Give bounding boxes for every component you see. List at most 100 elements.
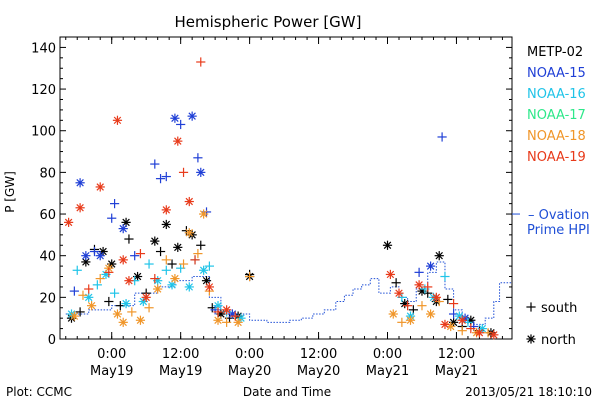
legend-item-noaa-16: NOAA-16 — [527, 87, 586, 102]
north-point — [414, 280, 424, 290]
star-marker-stroke — [527, 335, 535, 343]
legend: METP-02 NOAA-15 NOAA-16 NOAA-17 NOAA-18 NOAA-… — [512, 45, 590, 348]
y-tick-label: 80 — [39, 166, 56, 181]
star-marker-stroke — [76, 179, 84, 187]
north-point — [64, 217, 74, 227]
north-point — [170, 113, 180, 123]
north-point — [382, 240, 393, 250]
legend-item-noaa-18: NOAA-18 — [527, 129, 586, 144]
star-marker-stroke — [446, 322, 455, 331]
south-point — [230, 311, 240, 321]
series-metp-02 — [66, 217, 496, 338]
x-tick-time-label: 12:00 — [300, 347, 337, 362]
south-point — [193, 153, 203, 163]
north-point — [141, 292, 151, 302]
plot-timestamp: 2013/05/21 18:10:10 — [465, 385, 592, 399]
x-tick-time-label: 0:00 — [97, 347, 126, 362]
north-point — [95, 251, 105, 261]
star-marker-stroke — [174, 137, 182, 145]
x-tick-time-label: 12:00 — [162, 347, 199, 362]
south-point — [124, 234, 134, 244]
south-point — [104, 267, 114, 277]
star-marker-stroke — [478, 324, 487, 333]
y-tick-label: 60 — [39, 208, 56, 223]
star-marker-stroke — [119, 224, 127, 233]
south-point — [193, 249, 203, 259]
x-axis-label: Date and Time — [243, 385, 331, 399]
x-tick-date-label: May20 — [297, 364, 340, 379]
south-point — [178, 259, 189, 269]
south-point — [440, 271, 450, 282]
star-marker-stroke — [87, 301, 96, 310]
star-marker-stroke — [136, 316, 145, 324]
south-point — [144, 259, 154, 269]
star-marker-stroke — [84, 293, 93, 302]
north-point — [213, 315, 223, 325]
south-point — [95, 274, 105, 284]
star-marker-stroke — [406, 316, 415, 324]
star-marker-stroke — [395, 289, 403, 297]
south-point — [448, 298, 459, 309]
north-point — [150, 236, 160, 246]
north-point — [184, 282, 194, 292]
star-marker-stroke — [119, 318, 127, 327]
star-marker-stroke — [185, 197, 194, 206]
star-marker-stroke — [76, 204, 84, 212]
star-marker-stroke — [153, 276, 162, 285]
star-marker-stroke — [432, 293, 441, 302]
star-marker-stroke — [113, 310, 122, 318]
y-tick-label: 20 — [39, 291, 56, 306]
south-point — [89, 246, 100, 257]
star-marker-stroke — [222, 306, 231, 314]
x-tick-date-label: May21 — [435, 364, 478, 379]
star-marker-stroke — [162, 206, 171, 214]
north-point — [222, 305, 232, 315]
south-point — [127, 307, 137, 317]
star-marker-stroke — [415, 281, 423, 289]
x-tick-time-label: 0:00 — [235, 347, 264, 362]
star-marker-stroke — [122, 218, 130, 227]
north-point — [434, 251, 444, 261]
series-noaa-16 — [66, 255, 487, 334]
south-point — [161, 265, 171, 275]
south-point — [196, 57, 206, 67]
south-point — [190, 255, 200, 265]
south-point — [69, 286, 79, 296]
star-marker-stroke — [99, 247, 107, 256]
series-noaa-15 — [69, 111, 479, 332]
star-marker-stroke — [234, 318, 242, 327]
south-point — [75, 307, 85, 317]
south-point — [196, 240, 206, 250]
legend-item-noaa-17: NOAA-17 — [527, 108, 586, 123]
south-point — [423, 282, 433, 292]
north-point — [474, 328, 485, 338]
south-point — [213, 307, 223, 317]
south-point — [466, 323, 476, 334]
star-marker-stroke — [96, 251, 104, 260]
x-tick-date-label: May21 — [366, 364, 409, 379]
star-marker-stroke — [171, 274, 179, 283]
north-point — [489, 330, 499, 340]
star-marker-stroke — [389, 310, 397, 318]
star-marker-stroke — [142, 293, 150, 302]
north-point — [84, 292, 94, 302]
star-marker-stroke — [185, 283, 194, 291]
north-point — [81, 251, 91, 261]
south-point — [161, 255, 171, 265]
south-point — [84, 284, 94, 294]
south-point — [150, 159, 160, 169]
north-point — [153, 276, 163, 286]
north-point — [394, 288, 404, 298]
south-point — [176, 119, 186, 130]
x-tick-date-label: May19 — [159, 364, 202, 379]
south-point — [178, 167, 189, 177]
north-point — [204, 282, 214, 292]
south-point — [78, 290, 88, 300]
x-tick-time-label: 12:00 — [438, 347, 475, 362]
south-point — [204, 261, 214, 271]
north-point — [426, 309, 436, 319]
north-point — [196, 167, 206, 177]
north-point — [173, 242, 183, 252]
star-marker-stroke — [199, 266, 208, 275]
x-tick-date-label: May20 — [228, 364, 271, 379]
